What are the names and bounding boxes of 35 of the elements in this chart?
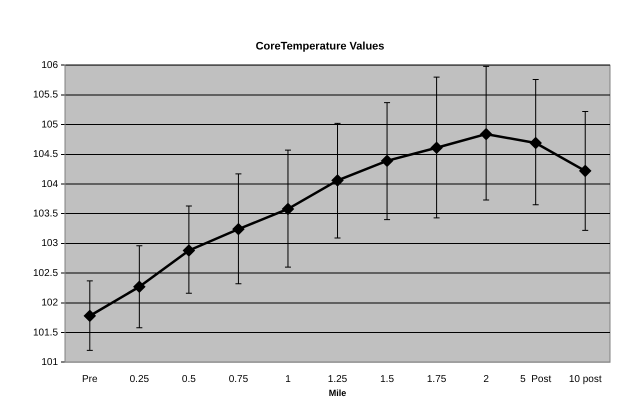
x-tick-label: 10 post [568, 374, 602, 385]
y-tick-label: 102 [41, 298, 58, 309]
x-tick-label: 0.75 [228, 374, 249, 385]
point [579, 165, 591, 177]
x-tick-label: Pre [82, 374, 98, 385]
x-tick-label: 5 Post [520, 374, 552, 385]
y-tick-label: 104.5 [32, 149, 58, 160]
x-tick-label: 1.75 [426, 374, 447, 385]
point [530, 137, 542, 149]
point [183, 244, 195, 256]
y-tick-label: 105 [41, 119, 58, 130]
x-tick-label: 2 [483, 374, 490, 385]
x-axis-title: Mile [328, 388, 346, 398]
y-tick-label: 101.5 [32, 327, 58, 338]
x-tick-label: 1 [285, 374, 292, 385]
y-tick-label: 101 [41, 356, 58, 368]
x-tick-label: 0.5 [182, 374, 196, 385]
y-tick-label: 103.5 [32, 208, 58, 220]
point [381, 155, 393, 167]
point [480, 128, 492, 140]
point [332, 174, 344, 186]
point [282, 203, 294, 215]
y-tick-label: 104 [41, 178, 58, 190]
point [134, 281, 146, 293]
x-tick-label: 1.25 [328, 374, 348, 385]
y-tick-label: 105.5 [32, 90, 58, 101]
y-tick-label: 102.5 [32, 268, 58, 279]
point [232, 223, 244, 235]
point [84, 310, 96, 322]
point [430, 142, 442, 154]
chart-title: CoreTemperature Values [256, 40, 384, 53]
x-tick-label: 0.25 [130, 374, 150, 385]
x-tick-label: 1.5 [380, 374, 394, 385]
y-tick-label: 103 [41, 238, 58, 250]
y-tick-label: 106 [41, 60, 58, 71]
